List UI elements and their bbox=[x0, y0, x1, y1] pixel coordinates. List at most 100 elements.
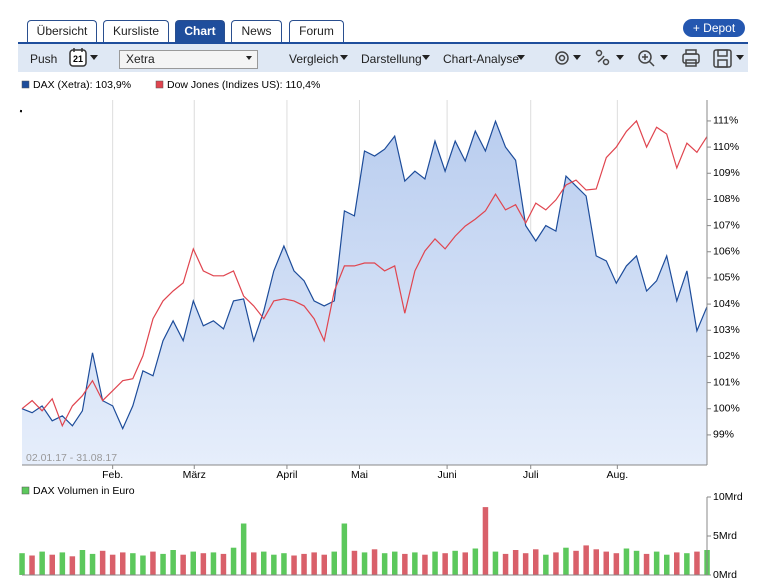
bar bbox=[543, 554, 549, 575]
bar bbox=[251, 552, 257, 575]
annotation-underline bbox=[19, 107, 123, 114]
bar bbox=[59, 552, 66, 575]
menu[interactable]: Chart-Analyse bbox=[443, 52, 520, 66]
y-tick-label: 111% bbox=[713, 115, 738, 127]
push-button[interactable]: Push bbox=[30, 52, 58, 66]
y-tick-label: 10Mrd bbox=[713, 491, 743, 503]
bar bbox=[109, 554, 116, 575]
bar bbox=[29, 555, 35, 575]
bar bbox=[150, 551, 156, 575]
bar bbox=[301, 553, 307, 575]
bar bbox=[140, 555, 146, 575]
y-tick-label: 100% bbox=[713, 403, 740, 415]
bar bbox=[452, 550, 458, 575]
y-tick-label: 102% bbox=[713, 350, 740, 362]
bar bbox=[502, 553, 509, 575]
x-tick-label: Juni bbox=[437, 469, 456, 481]
bar bbox=[533, 549, 539, 575]
y-tick-label: 108% bbox=[713, 193, 740, 205]
exchange-label: Xetra bbox=[126, 52, 155, 66]
bar bbox=[593, 549, 599, 575]
bar bbox=[220, 553, 227, 575]
bar bbox=[130, 553, 136, 575]
bar bbox=[39, 551, 45, 575]
y-tick-label: 105% bbox=[713, 272, 740, 284]
bar bbox=[522, 553, 529, 575]
bar bbox=[361, 552, 368, 575]
bar bbox=[462, 552, 468, 575]
bar bbox=[351, 550, 358, 575]
legend-swatch bbox=[21, 486, 30, 495]
bar bbox=[321, 554, 327, 575]
legend-swatch bbox=[21, 80, 30, 89]
bar bbox=[180, 554, 186, 575]
tab[interactable]: Übersicht bbox=[27, 20, 97, 42]
bar bbox=[200, 553, 207, 575]
x-tick-label: Feb. bbox=[102, 469, 123, 481]
bar bbox=[623, 548, 630, 575]
tab[interactable]: Forum bbox=[289, 20, 344, 42]
bar bbox=[291, 555, 297, 575]
bar bbox=[653, 551, 660, 575]
bar bbox=[553, 552, 559, 575]
bar bbox=[512, 550, 519, 575]
bar bbox=[482, 507, 489, 575]
y-tick-label: 106% bbox=[713, 246, 740, 258]
bar bbox=[230, 547, 237, 575]
area bbox=[22, 121, 707, 465]
bar bbox=[190, 551, 196, 575]
y-tick-label: 5Mrd bbox=[713, 530, 737, 542]
line bbox=[21, 119, 708, 428]
bar bbox=[331, 551, 337, 575]
line bbox=[21, 119, 708, 431]
tab[interactable]: Chart bbox=[175, 20, 225, 42]
y-tick-label: 110% bbox=[713, 141, 739, 153]
bar bbox=[492, 551, 499, 575]
bar bbox=[613, 553, 620, 575]
bar bbox=[664, 554, 670, 575]
bar bbox=[49, 554, 55, 575]
bar bbox=[412, 552, 418, 575]
y-tick-label: 103% bbox=[713, 324, 740, 336]
menu[interactable]: Vergleich bbox=[289, 52, 339, 66]
bar bbox=[170, 550, 176, 575]
x-tick-label: Juli bbox=[523, 469, 539, 481]
tab[interactable]: Kursliste bbox=[103, 20, 169, 42]
x-tick-label: April bbox=[276, 469, 297, 481]
legend-swatch bbox=[155, 80, 164, 89]
y-tick-label: 107% bbox=[713, 219, 740, 231]
legend-label: Dow Jones (Indizes US): 110,4% bbox=[167, 79, 320, 91]
bar bbox=[381, 553, 388, 575]
bar bbox=[674, 552, 680, 575]
menu[interactable]: Darstellung bbox=[361, 52, 422, 66]
tab[interactable]: News bbox=[231, 20, 282, 42]
bar bbox=[371, 549, 378, 575]
bar bbox=[69, 556, 76, 575]
bar bbox=[120, 552, 126, 575]
depot-button[interactable]: + Depot bbox=[683, 19, 745, 37]
bar bbox=[603, 551, 609, 575]
bar bbox=[89, 553, 96, 575]
y-tick-label: 109% bbox=[713, 167, 740, 179]
date-range: 02.01.17 - 31.08.17 bbox=[26, 452, 117, 464]
bar bbox=[240, 523, 247, 575]
bar bbox=[633, 550, 640, 575]
x-tick-label: März bbox=[183, 469, 206, 481]
bar bbox=[261, 551, 267, 575]
bar bbox=[432, 551, 438, 575]
y-tick-label: 104% bbox=[713, 298, 740, 310]
bar bbox=[422, 554, 428, 575]
bar bbox=[583, 545, 589, 575]
bar bbox=[563, 547, 569, 575]
chart-title: DAX Volumen in Euro bbox=[33, 485, 135, 497]
bar bbox=[643, 553, 650, 575]
x-tick-label: Mai bbox=[351, 469, 368, 481]
bar bbox=[684, 553, 690, 575]
bar bbox=[442, 553, 448, 575]
bar bbox=[573, 550, 579, 575]
x-tick-label: Aug. bbox=[607, 469, 629, 481]
bar bbox=[311, 552, 317, 575]
exchange-select[interactable]: Xetra bbox=[119, 50, 258, 69]
